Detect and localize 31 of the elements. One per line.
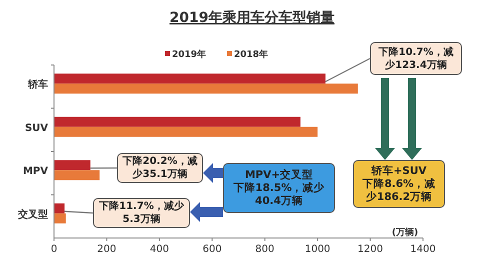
bar <box>54 116 300 127</box>
x-tick-label: 0 <box>50 244 58 255</box>
y-tick-label: MPV <box>22 166 48 178</box>
annotation: 下降20.2%，减少35.1万辆 <box>117 153 203 183</box>
legend-label: 2018年 <box>234 49 268 60</box>
y-tick-label: 交叉型 <box>17 208 48 220</box>
x-tick-label: 200 <box>97 244 116 255</box>
x-tick-label: 1200 <box>358 244 384 255</box>
bar <box>54 74 326 84</box>
x-tick-label: 1000 <box>304 244 330 255</box>
bar <box>54 126 318 137</box>
bar <box>54 203 65 214</box>
x-tick-label: 1400 <box>410 244 436 255</box>
y-tick-label: 轿车 <box>27 78 48 91</box>
bar <box>54 213 66 224</box>
annotation: MPV+交叉型 <box>244 168 314 182</box>
y-tick-label: SUV <box>24 122 48 134</box>
bar <box>54 84 358 94</box>
bar <box>54 160 90 170</box>
bar <box>54 170 100 180</box>
chart-title: 2019年乘用车分车型销量 <box>170 9 334 26</box>
legend-label: 2019年 <box>172 49 206 60</box>
x-tick-label: 600 <box>202 244 222 255</box>
x-axis-title: (万辆) <box>392 227 418 238</box>
x-tick-label: 400 <box>150 244 169 255</box>
annotation: 下降8.6%，减少186.2万辆 <box>361 178 437 204</box>
annotation: 轿车+SUV <box>370 164 428 178</box>
annotation: 下降18.5%，减少40.4万辆 <box>232 182 326 208</box>
x-tick-label: 800 <box>255 244 274 255</box>
annotation: 下降10.7%，减少123.4万辆 <box>370 42 462 75</box>
annotation: 下降11.7%，减少5.3万辆 <box>93 198 190 228</box>
